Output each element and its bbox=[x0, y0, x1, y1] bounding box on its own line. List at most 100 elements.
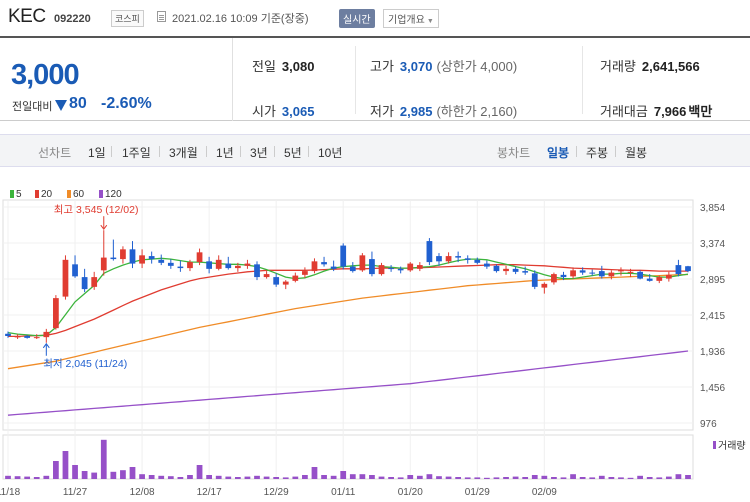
candle-body bbox=[100, 257, 107, 271]
volume-bar bbox=[579, 477, 586, 479]
period-1d[interactable]: 1일 bbox=[88, 146, 106, 160]
volume-bar bbox=[282, 477, 289, 479]
volume-bar bbox=[302, 475, 308, 479]
candle-body bbox=[349, 266, 356, 272]
candle-body bbox=[541, 283, 548, 288]
volume-bar bbox=[397, 477, 404, 479]
volume-bar bbox=[493, 477, 500, 479]
realtime-button[interactable]: 실시간 bbox=[339, 9, 375, 28]
stock-code: 092220 bbox=[54, 13, 91, 25]
company-profile-select[interactable]: 기업개요 ▼ bbox=[383, 9, 439, 28]
candle-body bbox=[206, 261, 212, 269]
candle-body bbox=[5, 333, 11, 337]
divider bbox=[308, 146, 309, 157]
volume-bar bbox=[33, 477, 40, 479]
period-3y[interactable]: 3년 bbox=[250, 146, 268, 160]
price-chart[interactable]: 3,854 3,374 2,895 2,415 1,936 1,456 976 11/18 11… bbox=[0, 185, 750, 502]
legend-swatch bbox=[67, 190, 71, 198]
candle-body bbox=[158, 259, 165, 263]
candle-body bbox=[215, 259, 222, 269]
document-icon bbox=[157, 11, 166, 22]
candle-body bbox=[646, 278, 653, 281]
volume-bar bbox=[177, 477, 184, 479]
candle-body bbox=[570, 270, 576, 277]
legend-swatch bbox=[10, 190, 14, 198]
volume-bar bbox=[14, 476, 21, 479]
lower-limit: (하한가 2,160) bbox=[436, 104, 518, 119]
period-1w[interactable]: 1주일 bbox=[122, 146, 151, 160]
volume-bar bbox=[254, 475, 260, 479]
volume-bar bbox=[656, 477, 663, 479]
candle-body bbox=[282, 281, 289, 285]
volume-bar bbox=[484, 477, 490, 479]
x-tick-label: 01/29 bbox=[465, 487, 490, 498]
period-3m[interactable]: 3개월 bbox=[169, 146, 198, 160]
candle-body bbox=[53, 298, 59, 329]
legend-swatch bbox=[99, 190, 103, 198]
stat-value: 2,985 bbox=[399, 104, 433, 119]
volume-bar bbox=[570, 474, 576, 479]
stat-prev-close: 전일 3,080 bbox=[252, 56, 314, 75]
volume-bar bbox=[675, 474, 682, 479]
volume-bar bbox=[512, 476, 519, 479]
candle-body bbox=[139, 255, 145, 264]
volume-bar bbox=[474, 477, 481, 479]
volume-bar bbox=[445, 476, 452, 479]
candle-body bbox=[110, 257, 117, 260]
stat-label: 고가 bbox=[370, 59, 394, 74]
candle-body bbox=[129, 249, 136, 264]
candle-body bbox=[598, 271, 605, 277]
volume-bar bbox=[560, 477, 567, 479]
upper-limit: (상한가 4,000) bbox=[436, 59, 518, 74]
candle-daily[interactable]: 일봉 bbox=[547, 146, 570, 160]
candle-body bbox=[618, 270, 624, 272]
legend-label: 5 bbox=[16, 189, 22, 200]
volume-bar bbox=[407, 475, 414, 479]
volume-bar bbox=[225, 476, 232, 479]
x-tick-label: 11/27 bbox=[63, 487, 88, 498]
volume-bar bbox=[206, 475, 212, 479]
candle-body bbox=[464, 258, 471, 260]
max-annotation: 최고 3,545 (12/02) bbox=[54, 204, 139, 216]
candle-body bbox=[167, 262, 174, 266]
candle-monthly[interactable]: 월봉 bbox=[625, 146, 648, 160]
candle-weekly[interactable]: 주봉 bbox=[586, 146, 609, 160]
divider bbox=[355, 46, 356, 114]
legend-label: 60 bbox=[73, 189, 85, 200]
candle-body bbox=[43, 331, 50, 338]
period-selector: 선차트 1일 1주일 3개월 1년 3년 5년 10년 봉차트 일봉 주봉 월봉 bbox=[0, 134, 750, 167]
volume-bar bbox=[426, 474, 433, 479]
candle-body bbox=[24, 336, 31, 338]
volume-bar bbox=[522, 477, 529, 479]
candle-body bbox=[91, 277, 98, 287]
candle-body bbox=[445, 256, 452, 262]
period-1y[interactable]: 1년 bbox=[216, 146, 234, 160]
divider bbox=[274, 146, 275, 157]
volume-bar bbox=[43, 475, 50, 479]
ma5-line bbox=[7, 257, 689, 337]
period-5y[interactable]: 5년 bbox=[284, 146, 302, 160]
period-10y[interactable]: 10년 bbox=[318, 146, 343, 160]
volume-bar bbox=[646, 477, 653, 479]
candle-body bbox=[302, 271, 308, 275]
candle-body bbox=[512, 268, 519, 272]
y-tick-label: 2,895 bbox=[700, 275, 725, 286]
volume-panel bbox=[2, 434, 694, 480]
candle-body bbox=[436, 256, 442, 262]
candle-body bbox=[397, 268, 404, 271]
candle-body bbox=[177, 266, 184, 269]
volume-bar bbox=[148, 475, 155, 479]
volume-bar bbox=[167, 476, 174, 479]
volume-bar bbox=[416, 475, 423, 479]
volume-bar bbox=[273, 477, 280, 479]
chevron-down-icon: ▼ bbox=[426, 18, 434, 25]
stat-high: 고가 3,070 (상한가 4,000) bbox=[370, 56, 517, 75]
quote-summary: 3,000 전일대비 80 -2.60% 전일 3,080 시가 3,065 고가 3… bbox=[0, 36, 750, 121]
volume-bar bbox=[637, 475, 643, 479]
stat-amount: 거래대금 7,966 백만 bbox=[600, 101, 712, 120]
stat-label: 시가 bbox=[252, 104, 276, 119]
volume-bar bbox=[62, 451, 69, 479]
candle-body bbox=[656, 277, 663, 281]
y-tick-label: 976 bbox=[700, 419, 717, 430]
stat-value: 3,070 bbox=[399, 59, 433, 74]
